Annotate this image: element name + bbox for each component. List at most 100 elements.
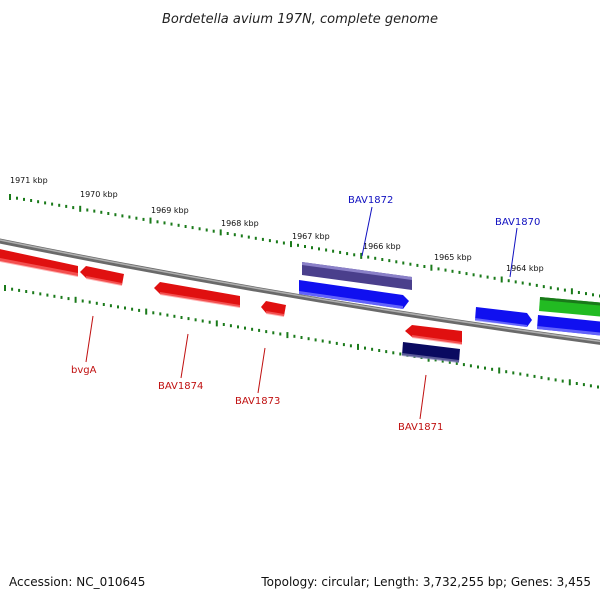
upper-minor-tick bbox=[135, 216, 138, 220]
upper-minor-tick bbox=[528, 282, 531, 286]
lower-minor-tick bbox=[448, 360, 451, 364]
lower-minor-tick bbox=[491, 367, 494, 371]
lower-minor-tick bbox=[575, 382, 578, 385]
upper-minor-tick bbox=[304, 245, 306, 248]
upper-minor-tick bbox=[339, 250, 342, 254]
upper-minor-tick bbox=[437, 267, 440, 271]
label-bav1873[interactable]: BAV1873 bbox=[235, 396, 280, 407]
upper-minor-tick bbox=[388, 259, 391, 263]
lower-minor-tick bbox=[589, 384, 592, 388]
upper-minor-tick bbox=[472, 273, 475, 277]
upper-minor-tick bbox=[107, 212, 110, 215]
lower-minor-tick bbox=[166, 313, 169, 317]
gene-bav1874[interactable] bbox=[154, 282, 240, 307]
lower-minor-tick bbox=[131, 307, 134, 311]
upper-minor-tick bbox=[163, 221, 166, 225]
upper-minor-tick bbox=[191, 226, 194, 230]
kbp-labels: 1971 kbp 1970 kbp 1969 kbp 1968 kbp 1967… bbox=[10, 176, 544, 273]
lower-major-tick bbox=[215, 320, 218, 327]
upper-minor-tick bbox=[240, 234, 243, 238]
upper-minor-tick bbox=[37, 200, 40, 204]
upper-minor-tick bbox=[556, 287, 559, 291]
upper-minor-tick bbox=[44, 201, 47, 205]
upper-kbp-tick-track bbox=[9, 194, 600, 298]
gene-bav1870[interactable] bbox=[475, 307, 532, 327]
upper-major-tick bbox=[149, 217, 152, 224]
label-bav1871[interactable]: BAV1871 bbox=[398, 422, 443, 433]
leader-bav1873 bbox=[257, 347, 266, 394]
lower-minor-tick bbox=[138, 308, 141, 312]
label-bav1872[interactable]: BAV1872 bbox=[348, 195, 393, 206]
upper-minor-tick bbox=[51, 202, 54, 206]
upper-minor-tick bbox=[86, 208, 89, 212]
accession-text: Accession: NC_010645 bbox=[9, 575, 145, 589]
upper-minor-tick bbox=[409, 262, 412, 266]
upper-minor-tick bbox=[198, 227, 201, 231]
gene-features bbox=[0, 249, 600, 363]
gene-bav1872-dark[interactable] bbox=[302, 262, 412, 290]
upper-minor-tick bbox=[486, 275, 489, 279]
lower-minor-tick bbox=[519, 372, 522, 376]
upper-minor-tick bbox=[374, 256, 377, 260]
label-bav1870[interactable]: BAV1870 bbox=[495, 217, 540, 228]
lower-minor-tick bbox=[201, 319, 204, 323]
lower-minor-tick bbox=[307, 337, 310, 341]
upper-major-tick bbox=[500, 276, 503, 283]
lower-minor-tick bbox=[109, 304, 112, 308]
lower-minor-tick bbox=[533, 374, 536, 378]
upper-minor-tick bbox=[233, 233, 236, 237]
upper-minor-tick bbox=[72, 206, 75, 210]
label-bav1874[interactable]: BAV1874 bbox=[158, 381, 203, 392]
lower-major-tick bbox=[357, 343, 359, 350]
gene-labels: BAV1872 BAV1870 bvgA BAV1874 BAV1873 BAV… bbox=[71, 195, 540, 433]
upper-minor-tick bbox=[395, 260, 398, 264]
upper-minor-tick bbox=[451, 269, 454, 273]
label-bvga[interactable]: bvgA bbox=[71, 365, 97, 376]
gene-bav1872[interactable] bbox=[299, 280, 409, 309]
upper-major-tick bbox=[219, 229, 222, 236]
upper-major-tick bbox=[79, 205, 82, 212]
upper-minor-tick bbox=[30, 199, 33, 202]
upper-minor-tick bbox=[458, 270, 461, 274]
lower-minor-tick bbox=[53, 294, 56, 298]
lower-major-tick bbox=[498, 367, 501, 374]
lower-minor-tick bbox=[441, 359, 444, 363]
lower-minor-tick bbox=[392, 351, 395, 355]
lower-minor-tick bbox=[244, 326, 246, 330]
kbp-label-1969: 1969 kbp bbox=[151, 206, 189, 215]
upper-minor-tick bbox=[275, 240, 278, 244]
upper-minor-tick bbox=[585, 292, 587, 296]
leader-bav1874 bbox=[180, 333, 189, 379]
lower-minor-tick bbox=[561, 379, 564, 383]
lower-minor-tick bbox=[39, 292, 42, 296]
upper-minor-tick bbox=[353, 253, 356, 257]
gene-bav1871[interactable] bbox=[405, 325, 462, 344]
upper-minor-tick bbox=[184, 225, 187, 228]
lower-major-tick bbox=[286, 332, 289, 339]
upper-major-tick bbox=[9, 194, 11, 200]
upper-minor-tick bbox=[121, 214, 124, 218]
lower-minor-tick bbox=[462, 363, 465, 367]
lower-minor-tick bbox=[526, 373, 529, 377]
lower-minor-tick bbox=[293, 334, 296, 338]
lower-minor-tick bbox=[152, 311, 155, 315]
lower-minor-tick bbox=[582, 383, 585, 387]
upper-minor-tick bbox=[205, 228, 208, 232]
gene-red-2[interactable] bbox=[80, 266, 124, 285]
upper-minor-tick bbox=[156, 220, 159, 224]
upper-minor-tick bbox=[381, 258, 384, 261]
upper-minor-tick bbox=[177, 223, 180, 227]
lower-major-tick bbox=[74, 296, 77, 303]
lower-minor-tick bbox=[399, 352, 402, 356]
upper-minor-tick bbox=[226, 232, 229, 235]
upper-minor-tick bbox=[93, 209, 96, 213]
lower-minor-tick bbox=[258, 328, 261, 332]
lower-minor-tick bbox=[328, 340, 331, 344]
lower-minor-tick bbox=[159, 312, 162, 316]
upper-minor-tick bbox=[297, 243, 299, 247]
lower-minor-tick bbox=[455, 361, 458, 365]
upper-minor-tick bbox=[261, 237, 264, 241]
upper-minor-tick bbox=[465, 272, 468, 276]
gene-dark-navy[interactable] bbox=[402, 342, 460, 362]
